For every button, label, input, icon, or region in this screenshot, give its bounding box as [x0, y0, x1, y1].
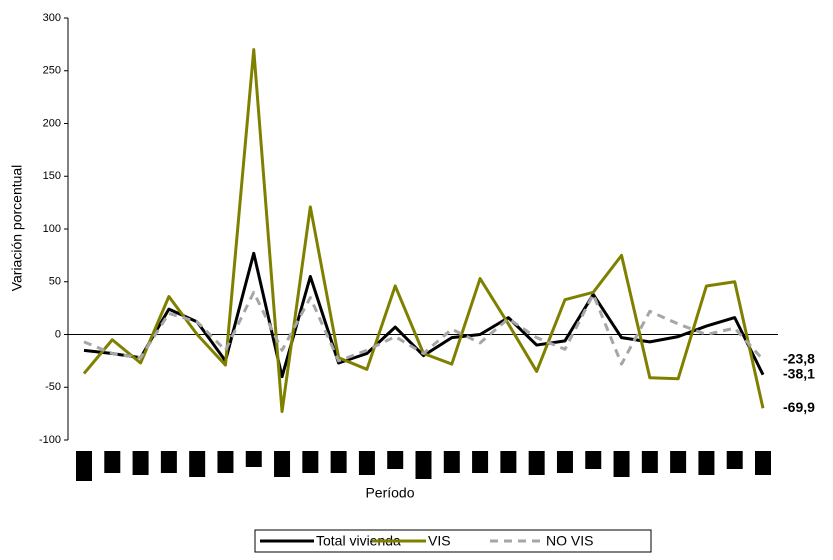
x-tick-label-redacted [472, 451, 489, 473]
x-tick-label-redacted [160, 451, 177, 473]
legend-box [254, 529, 652, 553]
x-tick-label-redacted [755, 451, 771, 475]
y-tick-label: 300 [43, 12, 61, 24]
y-tick-label: 200 [43, 117, 61, 129]
x-tick-label-redacted [274, 451, 291, 477]
end-value-label: -69,9 [783, 399, 815, 415]
x-tick-label-redacted [132, 451, 149, 475]
y-tick-label: 250 [43, 65, 61, 77]
x-tick-label-redacted [76, 451, 92, 481]
x-tick-label-redacted [189, 451, 206, 477]
line-series [83, 290, 765, 366]
x-tick-label-redacted [726, 451, 743, 469]
x-tick-label-redacted [528, 451, 545, 475]
x-tick-label-redacted [698, 451, 715, 475]
x-tick-label-redacted [415, 451, 432, 479]
x-tick-label-redacted [443, 451, 460, 473]
x-tick-label-redacted [330, 451, 347, 473]
x-tick-label-redacted [556, 451, 573, 473]
x-tick-label-redacted [387, 451, 404, 469]
end-value-label: -23,8 [783, 350, 815, 366]
y-tick-label: 0 [55, 328, 61, 340]
line-series [82, 48, 765, 414]
x-tick-label-redacted [104, 451, 121, 473]
x-axis-label: Período [365, 485, 414, 501]
x-tick-label-redacted [302, 451, 319, 473]
legend-label: NO VIS [546, 533, 593, 549]
x-tick-label-redacted [500, 451, 517, 473]
x-tick-label-redacted [245, 451, 262, 467]
y-tick-label: -50 [45, 381, 61, 393]
y-tick-label: 50 [49, 276, 61, 288]
x-tick-label-redacted [358, 451, 375, 475]
y-tick-label: -100 [39, 434, 61, 446]
x-tick-label-redacted [585, 451, 602, 469]
x-tick-label-redacted [641, 451, 658, 473]
y-tick-label: 100 [43, 223, 61, 235]
legend-label: VIS [428, 533, 451, 549]
y-axis-label: Variación porcentual [9, 165, 25, 292]
end-value-label: -38,1 [783, 365, 815, 381]
x-tick-label-redacted [613, 451, 630, 477]
y-tick-label: 150 [43, 170, 61, 182]
x-tick-label-redacted [217, 451, 234, 473]
legend-label: Total vivienda [316, 533, 401, 549]
x-tick-label-redacted [670, 451, 687, 473]
